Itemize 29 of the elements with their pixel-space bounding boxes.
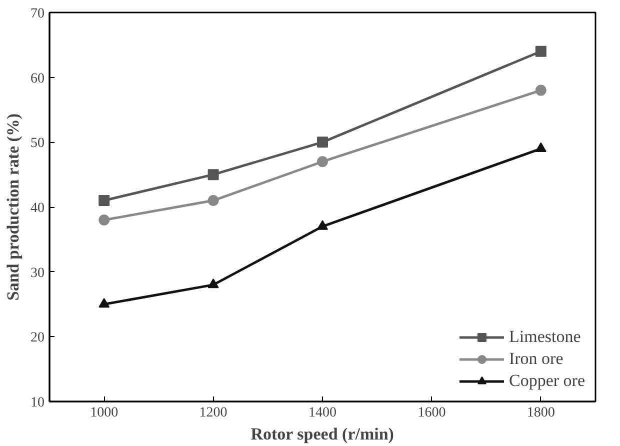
y-tick-label: 10 [30,396,44,410]
legend-label: Copper ore [508,371,585,391]
x-tick-label: 1600 [418,406,446,420]
point [208,169,219,180]
y-tick-label: 40 [30,201,44,216]
x-tick-label: 1400 [308,406,336,420]
y-tick-label: 70 [30,6,44,22]
point [208,278,219,288]
legend-label: Iron ore [508,349,564,369]
point [98,298,110,308]
point [317,220,328,230]
y-tick-label: 20 [30,330,44,346]
y-tick-label: 60 [30,71,44,86]
x-tick-label: 1200 [199,406,228,420]
legend-label: Limestone [508,327,581,347]
point [317,136,328,148]
y-axis-title: Sand production rate (%) [4,113,22,301]
x-axis-title: Rotor speed (r/min) [250,424,394,444]
point [535,46,546,57]
y-tick-label: 30 [30,266,44,281]
point [98,195,110,206]
x-tick-label: 1800 [526,406,555,420]
point [535,142,546,152]
x-tick-label: 1000 [90,406,118,420]
y-tick-label: 50 [30,136,44,152]
point [98,214,110,226]
point [535,84,546,96]
point [317,156,328,168]
point [208,195,219,206]
